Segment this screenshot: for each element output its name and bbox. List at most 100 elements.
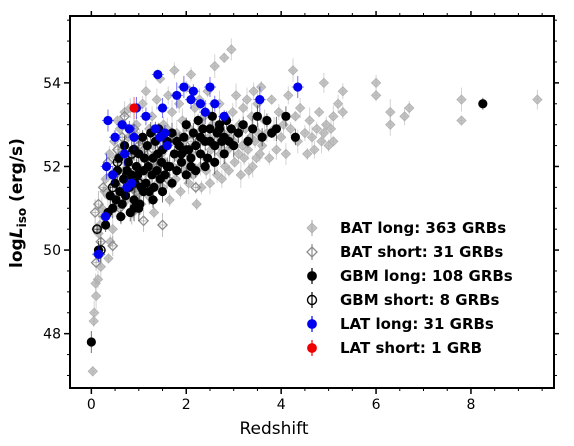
- data-point: [283, 90, 294, 101]
- legend-label: GBM short: 8 GRBs: [340, 291, 500, 309]
- data-point: [254, 148, 265, 160]
- data-point: [110, 132, 120, 142]
- data-point: [181, 120, 191, 130]
- data-point: [302, 148, 313, 160]
- data-point: [318, 127, 330, 139]
- data-point: [163, 90, 174, 101]
- data-point: [153, 69, 163, 80]
- x-axis-label: Redshift: [239, 419, 308, 439]
- data-point: [172, 136, 182, 146]
- data-point: [219, 111, 229, 121]
- data-point: [150, 124, 161, 134]
- data-point: [399, 111, 410, 122]
- legend-entry: BAT long: 363 GRBs: [306, 219, 506, 237]
- data-point: [313, 106, 325, 118]
- series-5: [129, 96, 139, 119]
- data-point: [325, 123, 337, 135]
- data-point: [290, 111, 301, 122]
- data-point: [200, 107, 210, 117]
- legend-marker: [307, 343, 317, 353]
- data-point: [138, 215, 150, 227]
- data-point: [172, 166, 182, 176]
- data-point: [229, 157, 240, 168]
- data-point: [179, 82, 189, 92]
- data-point: [195, 149, 206, 159]
- data-point: [181, 170, 191, 180]
- data-point: [90, 290, 102, 302]
- data-point: [235, 169, 246, 180]
- data-point: [167, 178, 177, 188]
- data-point: [100, 212, 111, 222]
- data-point: [287, 65, 299, 76]
- data-point: [209, 60, 220, 72]
- series-4: [92, 69, 304, 263]
- data-point: [304, 115, 315, 126]
- data-point: [532, 94, 543, 105]
- data-point: [107, 224, 118, 235]
- data-point: [226, 124, 236, 134]
- x-tick-label: 8: [466, 397, 475, 413]
- data-point: [238, 102, 249, 114]
- data-point: [248, 86, 259, 97]
- data-point: [89, 206, 101, 218]
- data-point: [311, 123, 322, 135]
- data-point: [160, 128, 170, 138]
- data-point: [223, 165, 235, 176]
- data-point: [188, 86, 198, 96]
- data-point: [117, 199, 127, 209]
- data-point: [195, 99, 206, 109]
- data-point: [175, 186, 186, 197]
- data-point: [316, 136, 327, 147]
- data-point: [116, 212, 126, 222]
- data-point: [204, 178, 216, 189]
- data-point: [190, 181, 202, 193]
- data-point: [88, 315, 99, 327]
- y-tick-label: 52: [43, 159, 61, 175]
- data-point: [162, 161, 172, 172]
- data-point: [299, 127, 311, 139]
- data-point: [191, 198, 202, 210]
- data-point: [273, 106, 284, 118]
- data-point: [124, 124, 134, 134]
- legend-entry: GBM long: 108 GRBs: [307, 267, 513, 285]
- data-point: [241, 94, 253, 105]
- legend: BAT long: 363 GRBs BAT short: 31 GRBs GBM …: [306, 219, 513, 357]
- data-point: [185, 69, 197, 80]
- data-point: [176, 149, 187, 159]
- data-point: [127, 178, 137, 188]
- data-point: [306, 132, 318, 143]
- data-point: [103, 115, 113, 126]
- data-point: [318, 77, 330, 89]
- data-point: [93, 249, 104, 259]
- data-point: [456, 94, 467, 105]
- data-point: [193, 115, 203, 126]
- data-point: [210, 157, 220, 167]
- data-point: [293, 82, 303, 92]
- data-point: [337, 86, 349, 97]
- data-point: [92, 224, 102, 235]
- data-point: [252, 111, 263, 121]
- x-tick-label: 2: [182, 397, 191, 413]
- legend-label: GBM long: 108 GRBs: [340, 267, 513, 285]
- data-point: [173, 98, 185, 109]
- data-point: [233, 148, 244, 160]
- data-point: [337, 106, 349, 118]
- data-point: [370, 90, 382, 101]
- data-point: [230, 90, 242, 101]
- data-point: [256, 81, 267, 93]
- y-tick-label: 48: [43, 327, 61, 343]
- y-axis-label: logLiso (erg/s): [7, 138, 29, 268]
- legend-entry: LAT short: 1 GRB: [307, 339, 482, 357]
- data-point: [200, 161, 210, 172]
- data-point: [151, 94, 163, 105]
- data-point: [238, 120, 248, 130]
- data-point: [219, 149, 229, 159]
- data-point: [248, 124, 258, 134]
- data-point: [205, 136, 215, 146]
- legend-label: LAT long: 31 GRBs: [340, 315, 494, 333]
- data-point: [285, 123, 296, 135]
- legend-entry: LAT long: 31 GRBs: [307, 315, 494, 333]
- x-tick-label: 6: [372, 397, 381, 413]
- data-point: [309, 144, 320, 155]
